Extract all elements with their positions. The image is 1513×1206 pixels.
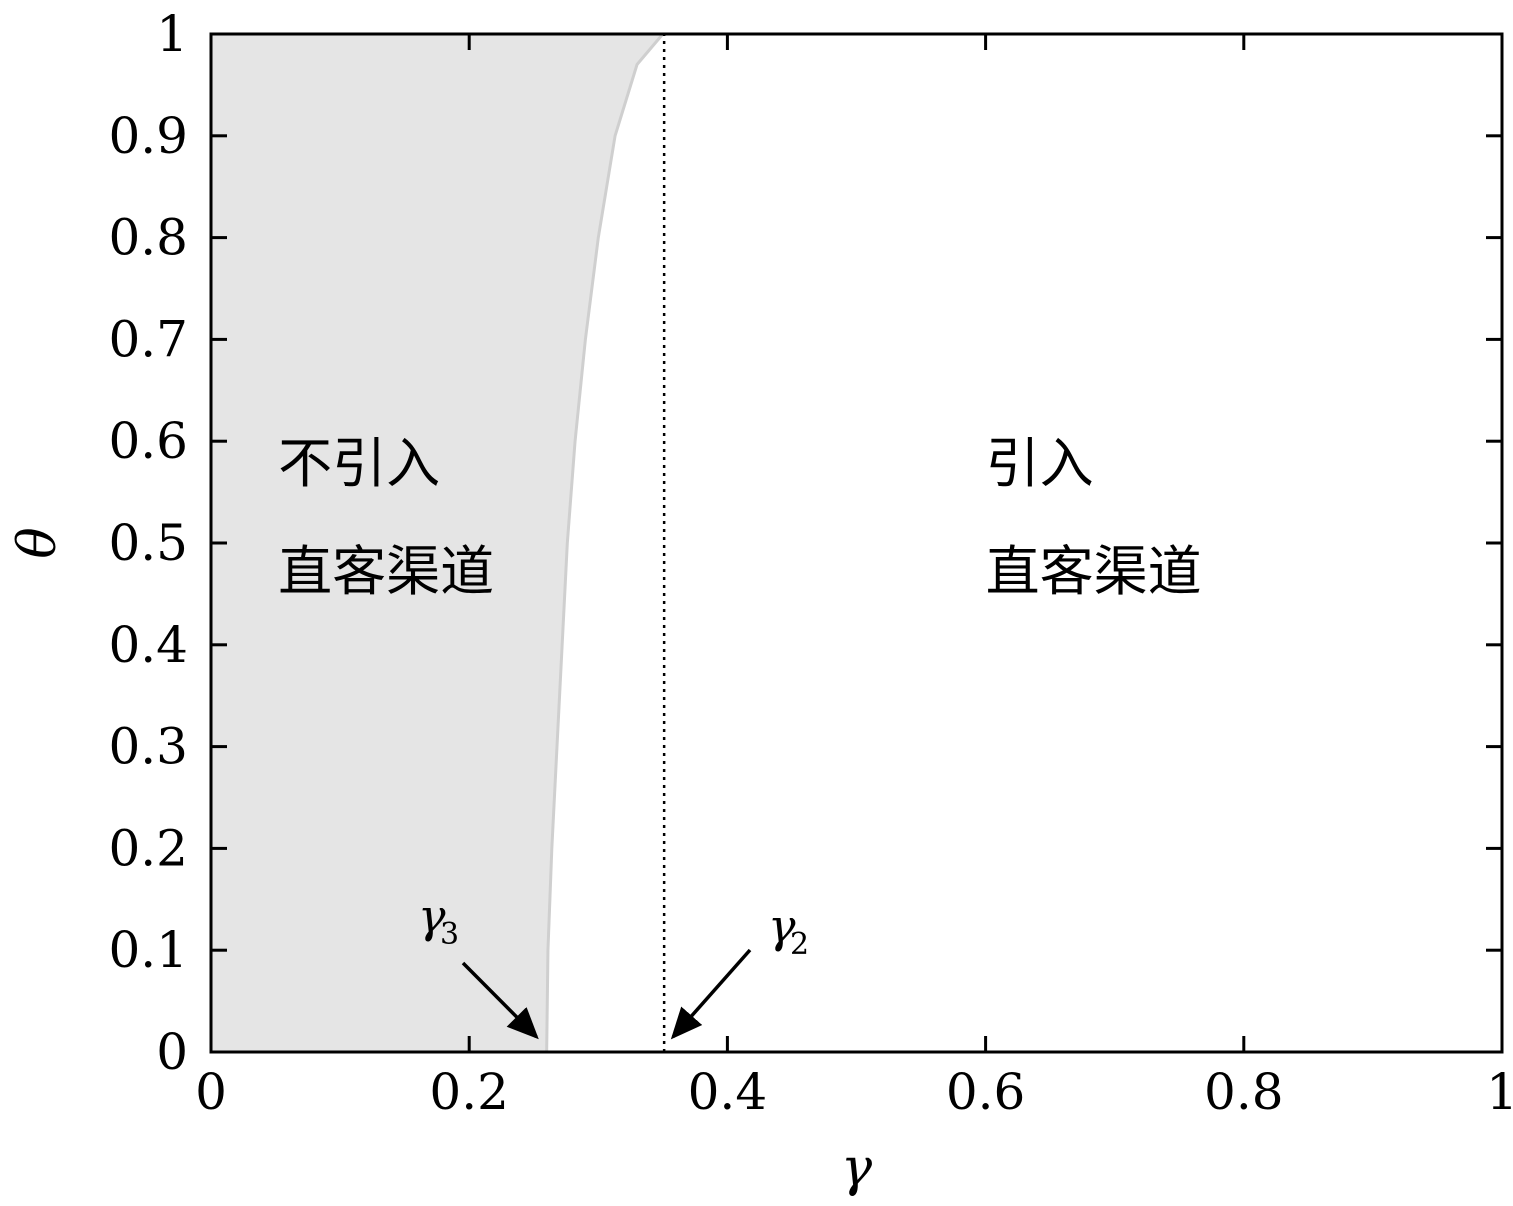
- y-tick-label: 0.1: [108, 921, 188, 979]
- y-tick-label: 0.2: [108, 819, 188, 877]
- annotation-gamma2: γ: [768, 899, 796, 953]
- y-tick-label: 1: [156, 5, 188, 63]
- annotation-arrow: [461, 961, 539, 1040]
- x-tick-label: 0: [195, 1063, 227, 1121]
- x-axis-title: γ: [841, 1138, 873, 1198]
- annotation-subscript: 2: [790, 927, 809, 962]
- x-tick-label: 0.2: [429, 1063, 509, 1121]
- y-tick-label: 0: [156, 1023, 188, 1081]
- x-tick-label: 0.8: [1204, 1063, 1284, 1121]
- region-label-line: 直客渠道: [278, 540, 494, 603]
- y-tick-label: 0.8: [108, 209, 188, 267]
- y-tick-label: 0.3: [108, 718, 188, 776]
- y-axis-title: θ: [8, 527, 68, 558]
- x-tick-label: 0.4: [688, 1063, 768, 1121]
- y-tick-label: 0.9: [108, 107, 188, 165]
- x-tick-label: 1: [1486, 1063, 1513, 1121]
- boundary-curve-gamma3: [545, 33, 664, 1053]
- x-tick-label: 0.6: [946, 1063, 1026, 1121]
- annotation-gamma3: γ: [418, 889, 446, 943]
- y-tick-label: 0.4: [108, 616, 188, 674]
- y-tick-label: 0.7: [108, 310, 188, 368]
- annotation-arrow: [670, 948, 752, 1040]
- annotation-subscript: 3: [440, 917, 459, 952]
- region-label-line: 直客渠道: [986, 540, 1202, 603]
- y-tick-label: 0.6: [108, 412, 188, 470]
- region-label-line: 不引入: [278, 432, 440, 495]
- shaded-region: [211, 34, 663, 1052]
- y-tick-label: 0.5: [108, 514, 188, 572]
- region-label-line: 引入: [986, 432, 1094, 495]
